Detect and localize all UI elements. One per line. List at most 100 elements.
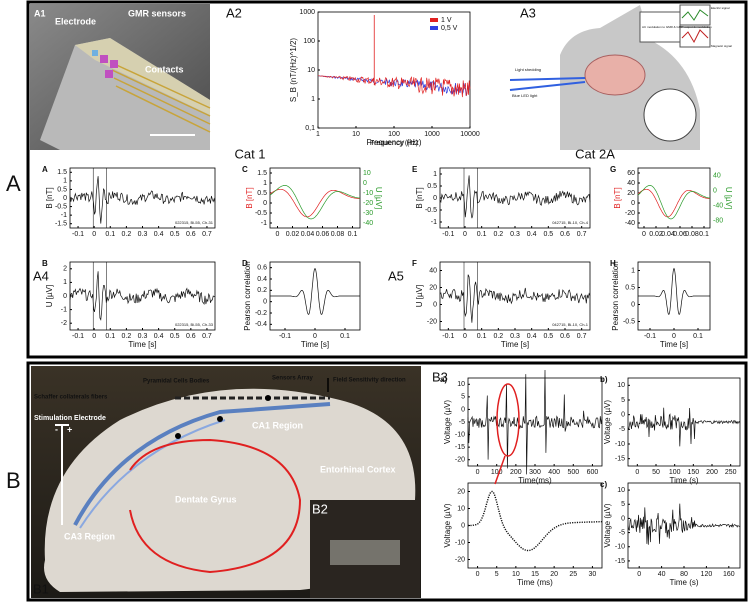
x-tick-label: 0.1: [340, 333, 350, 340]
x-tick-label: 0.6: [186, 231, 196, 238]
y-tick-label: 5: [461, 394, 465, 401]
y-tick-label: -1.5: [55, 221, 67, 228]
trace: [269, 188, 360, 218]
trace: [627, 407, 741, 447]
y-axis-label: Voltage (µV): [603, 400, 612, 445]
x-tick-label: 0.4: [154, 333, 164, 340]
plot-letter: b): [600, 375, 608, 384]
y-tick-label: 0: [63, 293, 67, 300]
y-tick-label: 20: [429, 284, 437, 291]
x-tick-label: 0.5: [543, 333, 553, 340]
x-axis-label: Time [s]: [128, 340, 156, 349]
y-tick-label: -20: [455, 556, 465, 563]
x-axis-label: Time [s]: [660, 340, 688, 349]
x-tick-label: 0.2: [493, 333, 503, 340]
x-tick-label: 0.04: [301, 231, 315, 238]
x-tick-label: 10000: [460, 131, 480, 138]
x-tick-label: 0: [276, 231, 280, 238]
trace: [269, 185, 361, 220]
x-tick-label: 160: [723, 571, 735, 578]
y-tick-label: -20: [427, 318, 437, 325]
x-tick-label: 10: [512, 571, 520, 578]
x-tick-label: 0.4: [527, 231, 537, 238]
y2-tick-label: -10: [363, 190, 373, 197]
x-tick-label: -0.1: [72, 333, 84, 340]
plot-letter: B: [42, 259, 48, 268]
x-tick-label: 0.5: [170, 333, 180, 340]
y-tick-label: 1: [433, 171, 437, 178]
y-axis-label: S_B (nT/(Hz)^1/2): [289, 38, 298, 103]
legend-label: 0,5 V: [441, 25, 458, 32]
legend-swatch: [430, 26, 438, 30]
y-tick-label: 0.5: [625, 284, 635, 291]
x-axis-label: Frequency (Hz): [366, 138, 421, 147]
x-tick-label: 600: [587, 469, 599, 476]
x-tick-label: 0: [637, 571, 641, 578]
x-tick-label: 0: [92, 231, 96, 238]
annotation: Magnetic signal: [711, 44, 732, 48]
panel-label: B3: [432, 369, 448, 384]
x-tick-label: 1: [316, 131, 320, 138]
x-tick-label: -0.1: [72, 231, 84, 238]
brain: [584, 54, 646, 96]
y-tick-label: 0.6: [257, 265, 267, 272]
panel-a-frame: [26, 0, 748, 359]
panel-label: A3: [520, 5, 536, 20]
y-tick-label: -10: [455, 431, 465, 438]
signal-box: [679, 4, 711, 26]
gmr-sensor: [100, 55, 108, 63]
y-tick-label: 10: [617, 487, 625, 494]
annotation: Dentate Gyrus: [175, 494, 237, 504]
annotation: Schaffer collaterals fibers: [34, 395, 108, 401]
x-tick-label: 0.6: [560, 231, 570, 238]
y-tick-label: -15: [615, 456, 625, 463]
y2-tick-label: 10: [363, 170, 371, 177]
legend-swatch: [430, 18, 438, 22]
x-tick-label: 0.4: [527, 333, 537, 340]
y-tick-label: 10: [457, 505, 465, 512]
x-tick-label: 0.7: [577, 333, 587, 340]
y-tick-label: -5: [459, 419, 465, 426]
y-axis-label: Pearson correlation: [611, 261, 620, 330]
y-tick-label: 0: [461, 522, 465, 529]
trace: [637, 185, 711, 220]
y-tick-label: 1: [63, 279, 67, 286]
x-tick-label: 0.3: [510, 231, 520, 238]
panel-label: B: [6, 468, 21, 493]
y-tick-label: 0: [631, 301, 635, 308]
x-tick-label: 250: [725, 469, 737, 476]
y-tick-label: -0.4: [255, 321, 267, 328]
light-beam: [509, 81, 586, 91]
x-tick-label: 0: [672, 333, 676, 340]
y-tick-label: 1: [63, 178, 67, 185]
y-tick-label: 100: [303, 38, 315, 45]
y-tick-label: 0.5: [257, 190, 267, 197]
x-tick-label: -0.1: [279, 333, 291, 340]
y-tick-label: -1: [431, 219, 437, 226]
x-tick-label: 300: [529, 469, 541, 476]
y-tick-label: -0.2: [255, 310, 267, 317]
plot-note: 022315, Bi-55, Ch-33: [175, 322, 214, 327]
x-tick-label: 0.02: [286, 231, 300, 238]
trace: [69, 176, 216, 224]
y-tick-label: 1: [311, 96, 315, 103]
x-tick-label: 0: [476, 469, 480, 476]
annotation: Electrode: [55, 16, 96, 26]
x-axis-label: Time (s): [669, 476, 698, 485]
x-tick-label: 400: [548, 469, 560, 476]
y-tick-label: -1: [61, 306, 67, 313]
y-tick-label: -5: [619, 529, 625, 536]
plot-letter: A: [42, 165, 48, 174]
y-tick-label: -5: [619, 426, 625, 433]
y-tick-label: -40: [625, 220, 635, 227]
y-tick-label: 0.4: [257, 276, 267, 283]
x-tick-label: 0.3: [510, 333, 520, 340]
x-tick-label: 0.5: [543, 231, 553, 238]
plot-letter: C: [242, 165, 248, 174]
annotation: Stimulation Electrode: [34, 415, 106, 422]
y-tick-label: -10: [455, 539, 465, 546]
x-tick-label: 0.02: [649, 231, 663, 238]
y2-tick-label: -40: [363, 220, 373, 227]
y-tick-label: 20: [457, 488, 465, 495]
y-tick-label: 1.5: [57, 169, 67, 176]
